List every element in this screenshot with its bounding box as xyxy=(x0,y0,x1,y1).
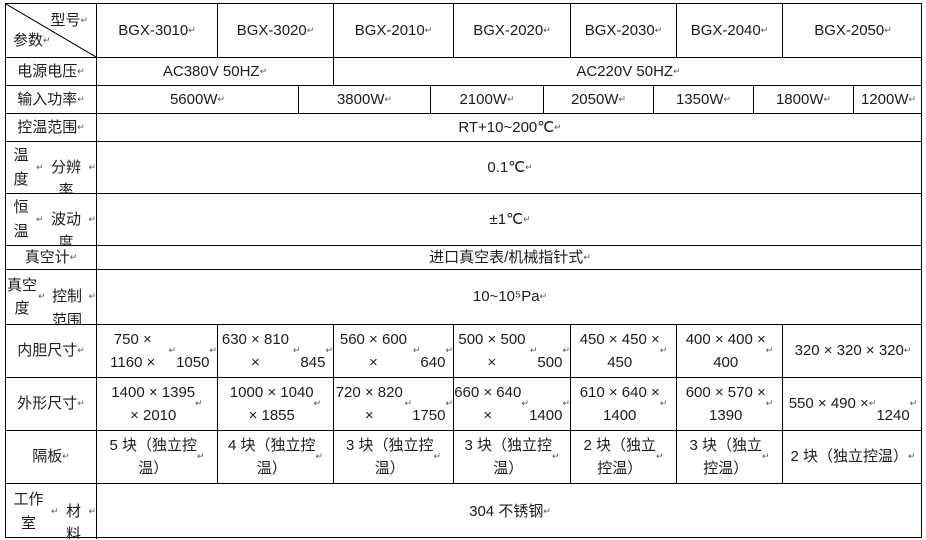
power-cell: 2100W ↵ xyxy=(431,86,544,113)
outer-size-cell: 610 × 640 × 1400 ↵ xyxy=(571,378,677,430)
inner-size-cell: 400 × 400 × 400 ↵ xyxy=(677,325,783,377)
resolution-row: 温度 ↵ 分辨率 ↵ 0.1℃ ↵ xyxy=(6,142,921,194)
header-row: 型号↵ 参数↵ BGX-3010 ↵ BGX-3020 ↵ BGX-2010 ↵ BG… xyxy=(6,4,921,58)
model-header-cell: BGX-3010 ↵ xyxy=(97,4,218,57)
model-header-cell: BGX-2040 ↵ xyxy=(677,4,783,57)
temp-range-row: 控温范围 ↵ RT+10~200℃ ↵ xyxy=(6,114,921,142)
corner-top-label: 型号↵ xyxy=(50,12,88,29)
shelves-cell: 2 块（独立 控温） ↵ xyxy=(571,431,677,483)
inner-size-cell: 450 × 450 × 450 ↵ xyxy=(571,325,677,377)
temp-range-value: RT+10~200℃ ↵ xyxy=(458,118,562,136)
model-header-cell: BGX-2010 ↵ xyxy=(334,4,454,57)
gauge-value: 进口真空表/机械指针式 ↵ xyxy=(429,248,591,266)
row-label-vacuum-range: 真空度 ↵ 控制范围 ↵ xyxy=(6,270,97,324)
row-label-resolution: 温度 ↵ 分辨率 ↵ xyxy=(6,142,97,193)
power-cell: 1800W ↵ xyxy=(754,86,854,113)
corner-bottom-label: 参数↵ xyxy=(13,31,51,49)
material-row: 工作室 ↵ 材料 ↵ 304 不锈钢 ↵ xyxy=(6,484,921,539)
material-value: 304 不锈钢 ↵ xyxy=(469,502,551,520)
vacuum-range-value: 10~10⁵Pa ↵ xyxy=(472,288,548,306)
vacuum-range-row: 真空度 ↵ 控制范围 ↵ 10~10⁵Pa ↵ xyxy=(6,270,921,325)
power-cell: 1350W ↵ xyxy=(654,86,754,113)
outer-size-cell: 600 × 570 × 1390 ↵ xyxy=(677,378,783,430)
inner-size-row: 内胆尺寸 ↵ 750 × 1160 × ↵ 1050 ↵ 630 × 810 × ↵ 8… xyxy=(6,325,921,378)
shelves-cell: 2 块（独立控温） ↵ xyxy=(790,448,916,466)
outer-size-cell: 660 × 640 × ↵ 1400 ↵ xyxy=(454,378,571,430)
inner-size-cell: 320 × 320 × 320 ↵ xyxy=(794,342,912,360)
outer-size-row: 外形尺寸 ↵ 1400 × 1395 × 2010 ↵ 1000 × 1040 × 18… xyxy=(6,378,921,431)
outer-size-cell: 550 × 490 × ↵ 1240 ↵ xyxy=(788,395,918,424)
gauge-row: 真空计 ↵ 进口真空表/机械指针式 ↵ xyxy=(6,246,921,270)
row-label-power: 输入功率 ↵ xyxy=(6,86,97,113)
inner-size-cell: 560 × 600 × ↵ 640 ↵ xyxy=(334,325,454,377)
row-label-fluctuation: 恒温 ↵ 波动度 ↵ xyxy=(6,194,97,245)
resolution-value: 0.1℃ ↵ xyxy=(487,158,533,176)
model-header-cell: BGX-2020 ↵ xyxy=(454,4,571,57)
row-label-gauge: 真空计 ↵ xyxy=(6,246,97,269)
inner-size-cell: 500 × 500 × ↵ 500 ↵ xyxy=(454,325,571,377)
row-label-voltage: 电源电压 ↵ xyxy=(6,58,97,85)
shelves-cell: 5 块（独立控 温） ↵ xyxy=(97,431,218,483)
row-label-shelves: 隔板 ↵ xyxy=(6,431,97,483)
shelves-cell: 3 块（独立控温） ↵ xyxy=(334,431,454,483)
fluctuation-value: ±1℃ ↵ xyxy=(489,210,531,228)
row-label-material: 工作室 ↵ 材料 ↵ xyxy=(6,484,97,539)
row-label-temp-range: 控温范围 ↵ xyxy=(6,114,97,141)
model-header-cell: BGX-3020 ↵ xyxy=(218,4,334,57)
voltage-row: 电源电压 ↵ AC380V 50HZ ↵ AC220V 50HZ ↵ xyxy=(6,58,921,86)
shelves-cell: 3 块（独立控温） ↵ xyxy=(454,431,571,483)
inner-size-cell: 750 × 1160 × ↵ 1050 ↵ xyxy=(97,325,218,377)
shelves-cell: 3 块（独立控温） ↵ xyxy=(677,431,783,483)
model-header-cell: BGX-2050 ↵ xyxy=(814,21,892,39)
power-cell: 1200W ↵ xyxy=(860,90,917,108)
fluctuation-row: 恒温 ↵ 波动度 ↵ ±1℃ ↵ xyxy=(6,194,921,246)
voltage-cell: AC220V 50HZ ↵ xyxy=(576,62,681,80)
shelves-row: 隔板 ↵ 5 块（独立控 温） ↵ 4 块（独立控 温） ↵ 3 块（独立控 温） ↵ … xyxy=(6,431,921,484)
power-cell: 3800W ↵ xyxy=(299,86,431,113)
outer-size-cell: 1400 × 1395 × 2010 ↵ xyxy=(97,378,218,430)
voltage-cell: AC380V 50HZ ↵ xyxy=(97,58,334,85)
row-label-inner-size: 内胆尺寸 ↵ xyxy=(6,325,97,377)
outer-size-cell: 720 × 820 × ↵ 1750 ↵ xyxy=(334,378,454,430)
diagonal-line xyxy=(6,4,96,57)
shelves-cell: 4 块（独立控 温） ↵ xyxy=(218,431,334,483)
power-row: 输入功率 ↵ 5600W ↵ 3800W ↵ 2100W ↵ 2050W ↵ 1350W ↵… xyxy=(6,86,921,114)
row-label-outer-size: 外形尺寸 ↵ xyxy=(6,378,97,430)
spec-table: 型号↵ 参数↵ BGX-3010 ↵ BGX-3020 ↵ BGX-2010 ↵ BG… xyxy=(5,3,922,539)
outer-size-cell: 1000 × 1040 × 1855 ↵ xyxy=(218,378,334,430)
corner-cell: 型号↵ 参数↵ xyxy=(6,4,97,57)
power-cell: 5600W ↵ xyxy=(97,86,299,113)
model-header-cell: BGX-2030 ↵ xyxy=(571,4,677,57)
power-cell: 2050W ↵ xyxy=(544,86,654,113)
inner-size-cell: 630 × 810 × ↵ 845 ↵ xyxy=(218,325,334,377)
